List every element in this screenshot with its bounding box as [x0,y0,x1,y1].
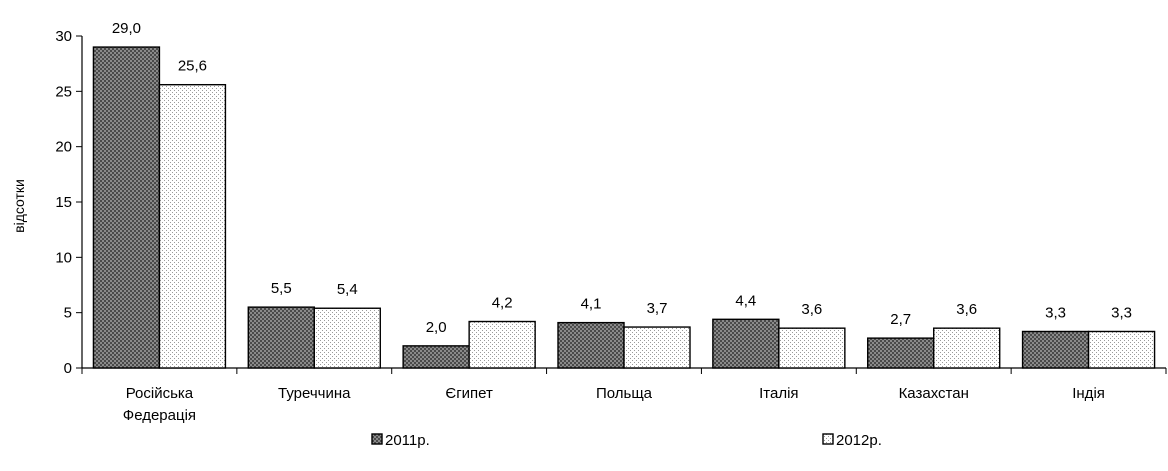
bars-group: 29,0 25,6 5,5 5,4 2,0 4,2 4,1 3,7 4,4 3,6 2,7 3,6 3,… [92,20,1156,369]
data-label: 3,6 [801,301,822,318]
data-label: 2,0 [426,319,447,336]
bar-2012 [468,320,536,369]
x-tick-label: Туреччина [278,385,351,402]
bar-2011 [92,46,161,369]
y-tick-label: 15 [55,194,72,211]
bar-2012 [623,326,691,369]
data-label: 5,5 [271,280,292,297]
bar-2012 [158,83,227,369]
bar-2012 [778,327,846,369]
x-axis: Російська Федерація Туреччина Єгипет Польща І… [81,367,1167,424]
legend: 2011р. 2012р. [371,432,882,449]
bar-2011 [247,306,315,369]
bar-2011 [712,318,780,369]
y-tick-label: 10 [55,249,72,266]
bar-2011 [402,345,470,369]
data-label: 4,4 [735,292,756,309]
x-tick-label: Індія [1072,385,1105,402]
y-tick-label: 20 [55,139,72,156]
bar-2012 [1087,330,1156,369]
x-tick-label: Польща [596,385,653,402]
x-tick-label: Російська Федерація [123,385,196,424]
data-label: 5,4 [337,281,358,298]
y-axis-title: відсотки [11,179,27,233]
y-axis: 0 5 10 15 20 25 30 [55,28,83,377]
legend-swatch [822,433,834,445]
bar-2011 [867,337,935,369]
x-tick-label: Казахстан [899,385,969,402]
data-label: 3,7 [647,300,668,317]
data-label: 3,3 [1045,304,1066,321]
y-tick-label: 5 [64,305,72,322]
bar-2011 [1021,330,1090,369]
y-tick-label: 25 [55,83,72,100]
data-label: 2,7 [890,311,911,328]
data-label: 25,6 [178,58,207,75]
data-label: 3,3 [1111,304,1132,321]
data-label: 4,1 [581,296,602,313]
x-tick-label: Єгипет [445,385,493,402]
x-tick-label: Італія [759,385,798,402]
legend-swatch [371,433,383,445]
bar-2012 [313,307,381,369]
y-tick-label: 30 [55,28,72,45]
data-label: 29,0 [112,20,141,37]
bar-2012 [933,327,1001,369]
y-tick-label: 0 [64,360,72,377]
legend-label: 2012р. [836,432,882,449]
data-label: 3,6 [956,301,977,318]
legend-label: 2011р. [385,432,430,449]
bar-2011 [557,321,625,369]
data-label: 4,2 [492,295,513,312]
